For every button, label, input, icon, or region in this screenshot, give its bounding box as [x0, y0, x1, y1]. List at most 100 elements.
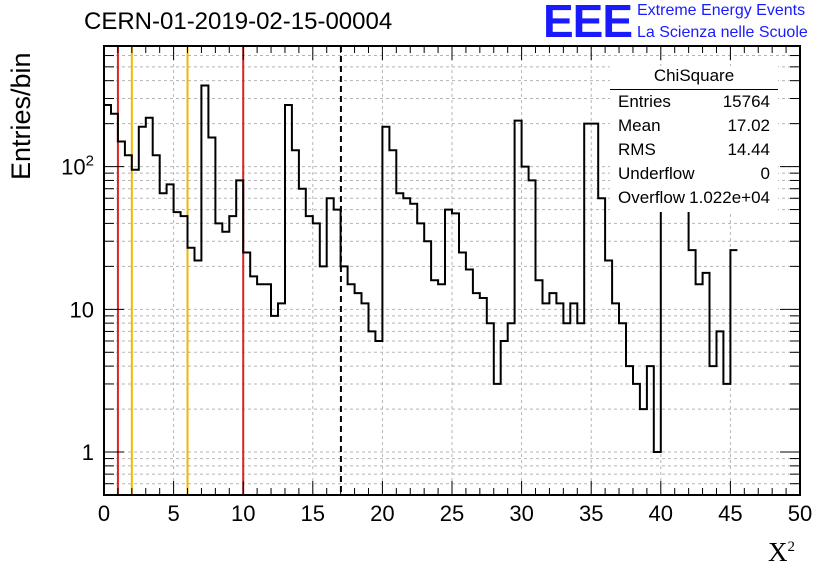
histogram-bin [612, 303, 619, 495]
histogram-bin [132, 170, 139, 495]
stats-row-underflow: Underflow 0 [618, 164, 770, 188]
x-tick-label: 25 [440, 501, 464, 526]
chart-title: CERN-01-2019-02-15-00004 [84, 8, 393, 35]
histogram-bin [285, 105, 292, 495]
histogram-bin [424, 241, 431, 495]
histogram-bin [438, 284, 445, 495]
eee-logo: EEE [543, 0, 633, 47]
histogram-bin [389, 150, 396, 495]
histogram-bin [598, 198, 605, 495]
histogram-bin [723, 384, 730, 495]
x-axis-label: X2 [768, 537, 795, 568]
y-tick-label: 102 [61, 153, 94, 180]
x-tick-label: 15 [301, 501, 325, 526]
histogram-bin [271, 316, 278, 495]
histogram-bin [104, 105, 111, 495]
x-tick-label: 5 [167, 501, 179, 526]
histogram-bin [654, 452, 661, 495]
histogram-bin [626, 366, 633, 495]
histogram-bin [522, 167, 529, 495]
histogram-bin [716, 331, 723, 495]
stats-label: RMS [618, 140, 656, 159]
histogram-bin [382, 127, 389, 495]
histogram-bin [313, 223, 320, 495]
histogram-bin [201, 86, 208, 495]
histogram-bin [341, 266, 348, 495]
stats-label: Mean [618, 116, 661, 135]
histogram-bin [334, 210, 341, 495]
histogram-bin [529, 180, 536, 495]
x-tick-label: 40 [649, 501, 673, 526]
histogram-bin [236, 180, 243, 495]
stats-label: Entries [618, 92, 671, 111]
histogram-bin [640, 409, 647, 495]
histogram-bin [299, 189, 306, 495]
histogram-bin [160, 193, 167, 495]
histogram-bin [215, 223, 222, 495]
histogram-bin [466, 270, 473, 495]
stats-value: 17.02 [727, 116, 770, 135]
histogram-bin [264, 284, 271, 495]
eee-tagline-1: Extreme Energy Events [637, 2, 806, 19]
histogram-bin [396, 193, 403, 495]
stats-row-rms: RMS 14.44 [618, 140, 770, 164]
stats-label: Overflow [618, 188, 686, 207]
histogram-bin [619, 323, 626, 495]
x-tick-label: 20 [370, 501, 394, 526]
y-tick-label-exponent: 2 [86, 153, 94, 170]
stats-row-overflow: Overflow 1.022e+04 [618, 188, 770, 212]
stats-row-mean: Mean 17.02 [618, 116, 770, 140]
histogram-bin [417, 223, 424, 495]
x-axis-label-base: X [768, 537, 788, 567]
histogram-bin [257, 284, 264, 495]
histogram-bin [194, 260, 201, 495]
histogram-bin [682, 189, 689, 495]
histogram-bin [278, 303, 285, 495]
histogram-bin [696, 284, 703, 495]
histogram-bin [125, 155, 132, 495]
histogram-bin [647, 366, 654, 495]
histogram-bin [703, 273, 710, 495]
stats-separator [610, 89, 778, 90]
histogram-bin [362, 303, 369, 495]
stats-value: 0 [760, 164, 770, 183]
histogram-bin [730, 250, 737, 495]
x-tick-label: 0 [98, 501, 110, 526]
histogram-bin [487, 323, 494, 495]
histogram-bin [515, 121, 522, 495]
x-tick-label: 50 [788, 501, 812, 526]
x-tick-label: 30 [509, 501, 533, 526]
histogram-bin [445, 210, 452, 495]
histogram-bin [689, 250, 696, 495]
stats-box: ChiSquare Entries 15764 Mean 17.02 RMS 1… [610, 66, 778, 212]
histogram-bin [403, 198, 410, 495]
histogram-bin [348, 284, 355, 495]
x-tick-label: 45 [718, 501, 742, 526]
histogram-bin [591, 124, 598, 495]
histogram-bin [250, 276, 257, 495]
histogram-bin [494, 384, 501, 495]
histogram-bin [222, 232, 229, 495]
histogram-bin [459, 253, 466, 495]
y-tick-label: 1 [82, 440, 94, 465]
histogram-bin [480, 298, 487, 495]
histogram-bin [118, 141, 125, 495]
histogram-bin [174, 212, 181, 495]
histogram-bin [584, 124, 591, 495]
histogram-bin [536, 280, 543, 495]
histogram-bin [139, 127, 146, 495]
stats-value: 14.44 [727, 140, 770, 159]
histogram-bin [167, 184, 174, 495]
y-axis-label: Entries/bin [6, 52, 36, 180]
histogram-bin [410, 204, 417, 495]
histogram-bin [243, 253, 250, 495]
histogram-bin [570, 303, 577, 495]
histogram-bin [146, 118, 153, 495]
histogram-bin [327, 198, 334, 495]
histogram-bin [563, 323, 570, 495]
histogram-bin [368, 331, 375, 495]
histogram-bin [208, 137, 215, 495]
stats-value: 15764 [722, 92, 770, 111]
